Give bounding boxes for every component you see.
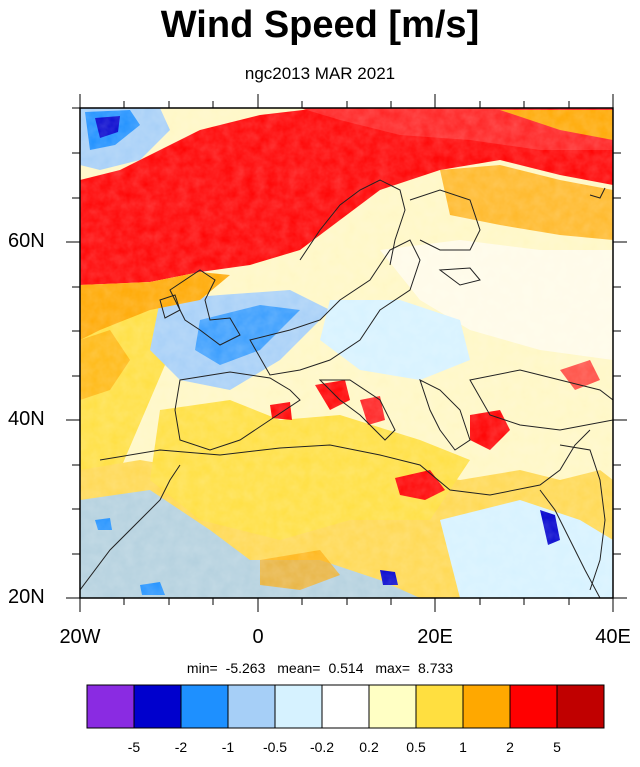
colorbar-label: -1 xyxy=(221,739,235,755)
title: Wind Speed [m/s] xyxy=(160,4,480,46)
x-tick-marks xyxy=(79,94,614,612)
colorbar-swatch xyxy=(556,684,605,729)
colorbar-label: -0.5 xyxy=(262,739,288,755)
colorbar-swatch xyxy=(180,684,229,729)
colorbar-swatch xyxy=(227,684,276,729)
stats-line: min= -5.263 mean= 0.514 max= 8.733 xyxy=(0,660,640,676)
y-tick-marks xyxy=(66,107,627,599)
x-tick-label-40e: 40E xyxy=(595,626,631,648)
colorbar-label: -5 xyxy=(127,739,141,755)
y-tick-label-40n: 40N xyxy=(8,408,45,430)
colorbar-swatch xyxy=(133,684,182,729)
min-value: -5.263 xyxy=(225,660,266,676)
colorbar-label: 1 xyxy=(459,739,467,755)
min-label: min= xyxy=(186,660,218,676)
y-tick-label-20n: 20N xyxy=(8,586,45,608)
x-tick-label-20e: 20E xyxy=(417,626,453,648)
subtitle: ngc2013 MAR 2021 xyxy=(244,64,396,83)
colorbar-swatch xyxy=(368,684,417,729)
colorbar-label: 2 xyxy=(506,739,514,755)
x-tick-label-0: 0 xyxy=(252,626,264,648)
colorbar-swatch xyxy=(274,684,323,729)
colorbar-label: -0.2 xyxy=(309,739,335,755)
x-tick-label-20w: 20W xyxy=(59,626,101,648)
coastlines xyxy=(80,179,613,598)
mean-value: 0.514 xyxy=(328,660,364,676)
y-tick-label-60n: 60N xyxy=(8,230,45,252)
colorbar xyxy=(86,684,605,729)
colorbar-swatch xyxy=(321,684,370,729)
colorbar-label: 0.2 xyxy=(359,739,379,755)
colorbar-label: 0.5 xyxy=(406,739,426,755)
colorbar-swatch xyxy=(462,684,511,729)
colorbar-swatch xyxy=(509,684,558,729)
colorbar-label: 5 xyxy=(553,739,561,755)
wind-field xyxy=(80,108,613,598)
colorbar-swatch xyxy=(415,684,464,729)
colorbar-label: -2 xyxy=(174,739,188,755)
max-label: max= xyxy=(375,660,411,676)
max-value: 8.733 xyxy=(418,660,454,676)
colorbar-swatch xyxy=(86,684,135,729)
mean-label: mean= xyxy=(277,660,321,676)
